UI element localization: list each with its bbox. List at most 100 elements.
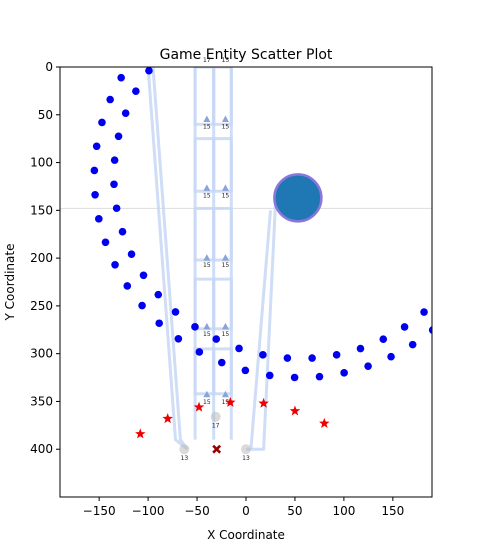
outer-arc-dot-31	[315, 372, 324, 381]
outer-arc-dot-23	[138, 301, 146, 310]
path-box-9	[212, 347, 233, 396]
movement-path-6	[249, 210, 272, 450]
ghost-circle-label-1: 17	[212, 423, 220, 430]
path-box-4	[193, 206, 216, 262]
star-marker-0	[135, 428, 146, 439]
star-marker-3	[225, 396, 236, 407]
inner-arc-dot-34	[452, 272, 460, 280]
triangle-marker-3	[221, 184, 229, 191]
inner-arc-dot-32	[420, 308, 428, 316]
inner-arc-dot-20	[154, 290, 163, 299]
y-axis-label: Y Coordinate	[3, 244, 17, 322]
inner-arc-dot-26	[283, 354, 292, 362]
outer-arc-dot-24	[155, 319, 163, 328]
inner-arc-dot-35	[464, 251, 472, 259]
y-tick-label-2: 100	[30, 156, 53, 170]
y-tick-label-3: 150	[30, 203, 53, 217]
inner-arc-dot-27	[308, 354, 316, 362]
star-marker-6	[319, 417, 330, 428]
ghost-circle-label-0: 13	[181, 455, 189, 462]
path-box-2	[193, 137, 216, 193]
triangle-marker-9	[221, 390, 229, 398]
outer-arc-dot-39	[476, 270, 480, 278]
inner-arc-dot-0	[366, 5, 374, 13]
triangle-label-0: 15	[203, 124, 211, 131]
x-axis-label: X Coordinate	[207, 528, 285, 542]
chart-title: Game Entity Scatter Plot	[160, 47, 333, 63]
outer-arc-dot-33	[364, 362, 372, 370]
outer-arc-dot-37	[447, 309, 455, 317]
large-circle-entity	[273, 173, 323, 223]
triangle-marker-8	[203, 390, 211, 398]
outer-arc-dot-35	[408, 340, 417, 349]
outer-arc-dot-30	[290, 373, 299, 382]
x-tick-label-3: 0	[242, 504, 250, 518]
ghost-circle-0	[179, 444, 190, 455]
triangle-label-2: 15	[203, 192, 211, 199]
cross-stroke-b	[212, 444, 222, 454]
path-box-6	[193, 277, 216, 331]
inner-arc-dot-30	[379, 335, 388, 343]
triangle-marker-2	[203, 184, 211, 191]
ghost-circle-label-2: 13	[242, 455, 250, 462]
ghost-circle-1	[210, 411, 221, 422]
inner-arc-dot-18	[127, 250, 136, 258]
outer-arc-dot-28	[241, 366, 250, 375]
inner-arc-dot-24	[235, 344, 243, 353]
y-tick-label-8: 400	[30, 442, 53, 456]
outer-arc-dot-27	[217, 358, 226, 367]
path-box-1	[212, 67, 233, 126]
outer-arc-dot-11	[147, 35, 155, 43]
triangle-marker-6	[203, 322, 211, 330]
inner-arc-dot-17	[118, 227, 127, 236]
path-box-8	[193, 347, 216, 396]
movement-path-1	[151, 67, 189, 451]
plot-frame	[59, 66, 433, 498]
ghost-circle-2	[241, 444, 251, 455]
star-marker-5	[289, 405, 301, 416]
outer-arc-dot-26	[195, 348, 204, 356]
outer-arc-dot-21	[111, 260, 119, 269]
outer-arc-dot-12	[131, 53, 139, 61]
inner-arc-dot-28	[332, 351, 341, 359]
y-tick-label-7: 350	[30, 394, 53, 408]
y-tick-label-4: 200	[30, 251, 53, 265]
inner-arc-dot-21	[171, 308, 180, 316]
outer-arc-dot-34	[387, 352, 395, 361]
outer-arc-dot-17	[90, 166, 99, 175]
star-marker-4	[258, 397, 269, 408]
top-label-0: 17	[203, 57, 211, 64]
outer-arc-dot-0	[399, 0, 407, 7]
inner-arc-dot-25	[259, 351, 267, 359]
triangle-label-5: 15	[222, 262, 230, 269]
y-tick-label-6: 300	[30, 347, 53, 361]
triangle-label-1: 15	[222, 124, 230, 131]
outer-arc-dot-19	[95, 215, 103, 223]
inner-arc-dot-16	[112, 204, 121, 213]
triangle-label-9: 15	[222, 399, 230, 406]
inner-arc-dot-14	[110, 156, 119, 164]
inner-arc-dot-19	[139, 271, 148, 280]
x-tick-label-5: 100	[332, 504, 355, 518]
top-label-1: 15	[222, 57, 230, 64]
star-marker-1	[162, 413, 173, 424]
outer-arc-dot-20	[101, 238, 110, 247]
triangle-marker-0	[203, 115, 211, 123]
triangle-marker-4	[203, 254, 211, 261]
inner-arc-dot-33	[438, 291, 446, 299]
outer-arc-dot-22	[123, 282, 132, 290]
inner-arc-dot-31	[400, 323, 409, 331]
inner-arc-dot-1	[342, 0, 350, 5]
star-marker-2	[193, 401, 205, 412]
inner-arc-dot-5	[244, 0, 252, 6]
triangle-label-8: 15	[203, 399, 211, 406]
inner-arc-dot-22	[191, 323, 199, 331]
inner-arc-dot-6	[221, 7, 229, 15]
outer-arc-dot-36	[428, 326, 432, 334]
path-box-3	[212, 137, 233, 193]
outer-arc-dot-10	[165, 18, 173, 26]
x-tick-label-2: −50	[184, 504, 209, 518]
x-tick-label-4: 50	[287, 504, 302, 518]
triangle-label-7: 15	[222, 331, 230, 338]
